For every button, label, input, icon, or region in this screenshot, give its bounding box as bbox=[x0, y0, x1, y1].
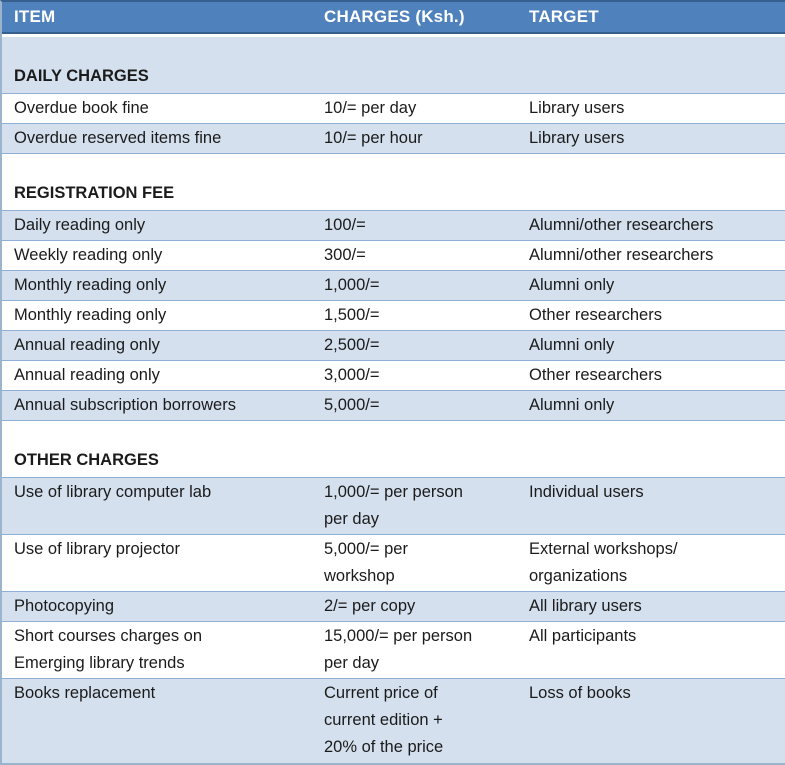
item-cell: Photocopying bbox=[2, 592, 312, 622]
table-row: Use of library projector 5,000/= per work… bbox=[2, 535, 785, 592]
item-cell: Annual reading only bbox=[2, 331, 312, 361]
table-row: Use of library computer lab 1,000/= per p… bbox=[2, 478, 785, 535]
table-row: Overdue reserved items fine 10/= per hour… bbox=[2, 124, 785, 154]
target-cell: Alumni/other researchers bbox=[517, 241, 785, 271]
table-body: DAILY CHARGES Overdue book fine 10/= per d… bbox=[2, 34, 785, 763]
column-header-target: TARGET bbox=[517, 2, 785, 34]
charges-cell: 1,000/= bbox=[312, 271, 517, 301]
target-cell: Other researchers bbox=[517, 361, 785, 391]
target-cell: Alumni/other researchers bbox=[517, 211, 785, 241]
charges-cell: 1,000/= per person per day bbox=[312, 478, 517, 535]
column-header-item: ITEM bbox=[2, 2, 312, 34]
section-header-row: REGISTRATION FEE bbox=[2, 154, 785, 211]
item-cell: Monthly reading only bbox=[2, 271, 312, 301]
target-cell: All library users bbox=[517, 592, 785, 622]
charges-cell: 300/= bbox=[312, 241, 517, 271]
charges-cell: 3,000/= bbox=[312, 361, 517, 391]
target-cell: Alumni only bbox=[517, 271, 785, 301]
charges-cell: 1,500/= bbox=[312, 301, 517, 331]
charges-cell: 5,000/= bbox=[312, 391, 517, 421]
table-row: Annual reading only 2,500/= Alumni only bbox=[2, 331, 785, 361]
section-header-label: REGISTRATION FEE bbox=[2, 154, 785, 211]
item-cell: Overdue book fine bbox=[2, 94, 312, 124]
table-header-row: ITEM CHARGES (Ksh.) TARGET bbox=[2, 2, 785, 34]
item-cell: Overdue reserved items fine bbox=[2, 124, 312, 154]
target-cell: All participants bbox=[517, 622, 785, 679]
table-row: Books replacement Current price of curren… bbox=[2, 679, 785, 763]
charges-cell: 10/= per day bbox=[312, 94, 517, 124]
table-row: Overdue book fine 10/= per day Library use… bbox=[2, 94, 785, 124]
table-row: Monthly reading only 1,000/= Alumni only bbox=[2, 271, 785, 301]
table-row: Annual subscription borrowers 5,000/= Alum… bbox=[2, 391, 785, 421]
target-cell: Library users bbox=[517, 94, 785, 124]
item-cell: Short courses charges on Emerging librar… bbox=[2, 622, 312, 679]
target-cell: Alumni only bbox=[517, 331, 785, 361]
charges-cell: 2,500/= bbox=[312, 331, 517, 361]
charges-cell: 10/= per hour bbox=[312, 124, 517, 154]
target-cell: Library users bbox=[517, 124, 785, 154]
table-row: Daily reading only 100/= Alumni/other rese… bbox=[2, 211, 785, 241]
table-row: Photocopying 2/= per copy All library user… bbox=[2, 592, 785, 622]
target-cell: Alumni only bbox=[517, 391, 785, 421]
charges-cell: 2/= per copy bbox=[312, 592, 517, 622]
section-header-label: OTHER CHARGES bbox=[2, 421, 785, 478]
target-cell: Other researchers bbox=[517, 301, 785, 331]
item-cell: Annual subscription borrowers bbox=[2, 391, 312, 421]
target-cell: External workshops/ organizations bbox=[517, 535, 785, 592]
item-cell: Daily reading only bbox=[2, 211, 312, 241]
item-cell: Books replacement bbox=[2, 679, 312, 763]
charges-cell: 100/= bbox=[312, 211, 517, 241]
section-header-label: DAILY CHARGES bbox=[2, 34, 785, 94]
column-header-charges: CHARGES (Ksh.) bbox=[312, 2, 517, 34]
section-header-row: OTHER CHARGES bbox=[2, 421, 785, 478]
section-header-row: DAILY CHARGES bbox=[2, 34, 785, 94]
item-cell: Use of library projector bbox=[2, 535, 312, 592]
charges-cell: Current price of current edition + 20% o… bbox=[312, 679, 517, 763]
item-cell: Weekly reading only bbox=[2, 241, 312, 271]
table-row: Annual reading only 3,000/= Other research… bbox=[2, 361, 785, 391]
item-cell: Annual reading only bbox=[2, 361, 312, 391]
charges-cell: 5,000/= per workshop bbox=[312, 535, 517, 592]
item-cell: Use of library computer lab bbox=[2, 478, 312, 535]
charges-cell: 15,000/= per person per day bbox=[312, 622, 517, 679]
table-row: Monthly reading only 1,500/= Other researc… bbox=[2, 301, 785, 331]
target-cell: Loss of books bbox=[517, 679, 785, 763]
target-cell: Individual users bbox=[517, 478, 785, 535]
table-row: Weekly reading only 300/= Alumni/other res… bbox=[2, 241, 785, 271]
table-row: Short courses charges on Emerging librar… bbox=[2, 622, 785, 679]
item-cell: Monthly reading only bbox=[2, 301, 312, 331]
